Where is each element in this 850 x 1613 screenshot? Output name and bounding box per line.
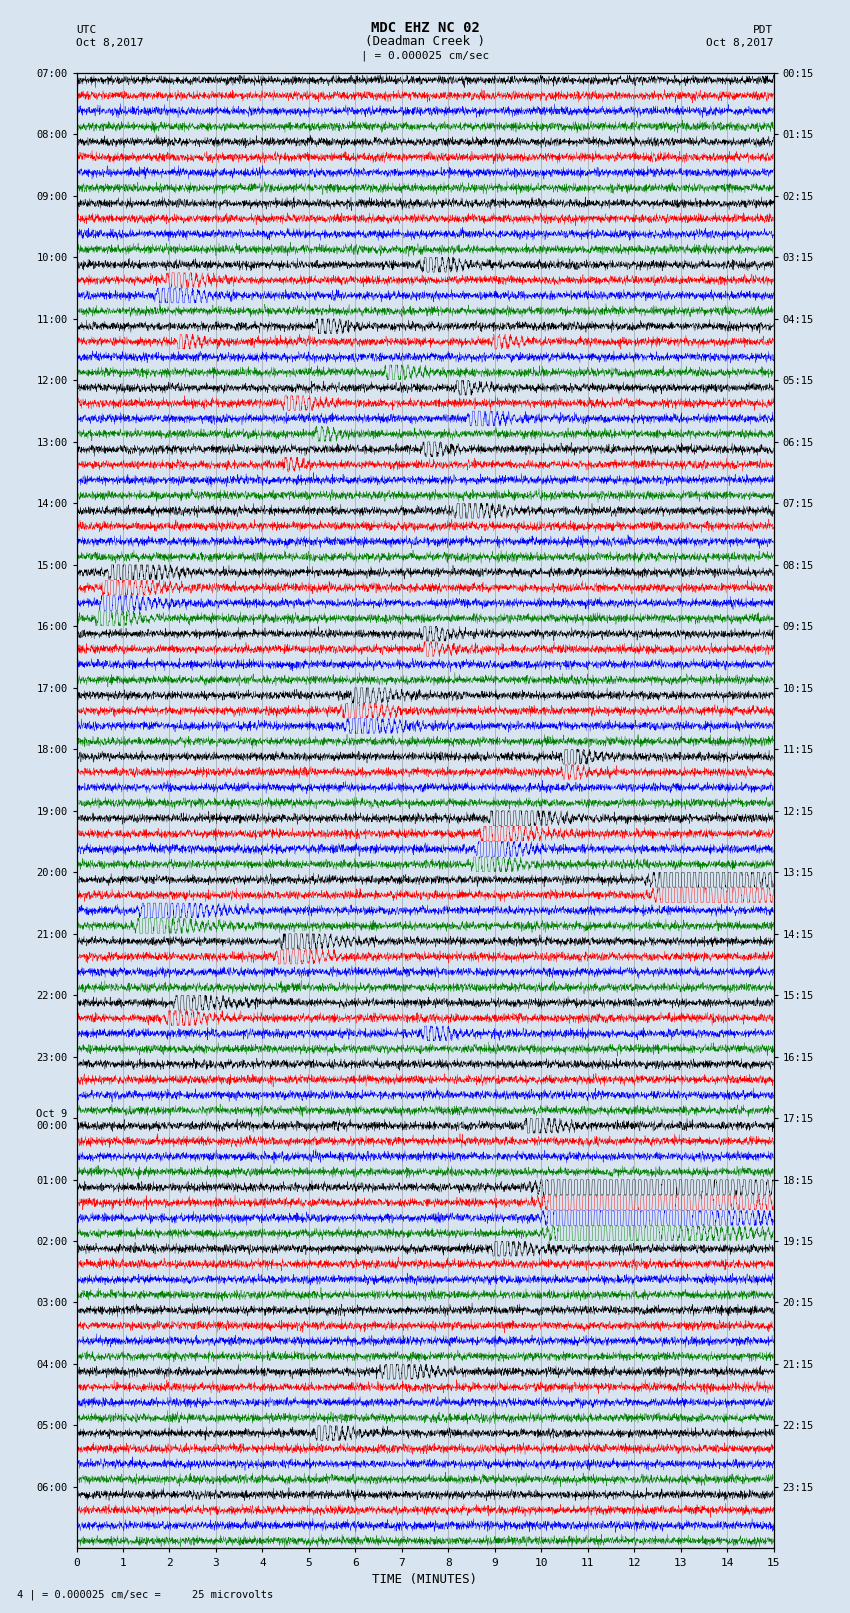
- Text: Oct 8,2017: Oct 8,2017: [706, 39, 774, 48]
- Text: Oct 8,2017: Oct 8,2017: [76, 39, 144, 48]
- Text: UTC: UTC: [76, 24, 97, 35]
- Text: PDT: PDT: [753, 24, 774, 35]
- Text: 4 | = 0.000025 cm/sec =     25 microvolts: 4 | = 0.000025 cm/sec = 25 microvolts: [17, 1589, 273, 1600]
- X-axis label: TIME (MINUTES): TIME (MINUTES): [372, 1573, 478, 1586]
- Text: (Deadman Creek ): (Deadman Creek ): [365, 35, 485, 48]
- Text: | = 0.000025 cm/sec: | = 0.000025 cm/sec: [361, 50, 489, 61]
- Text: MDC EHZ NC 02: MDC EHZ NC 02: [371, 21, 479, 35]
